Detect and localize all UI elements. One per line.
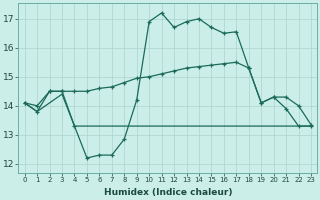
X-axis label: Humidex (Indice chaleur): Humidex (Indice chaleur) — [104, 188, 232, 197]
